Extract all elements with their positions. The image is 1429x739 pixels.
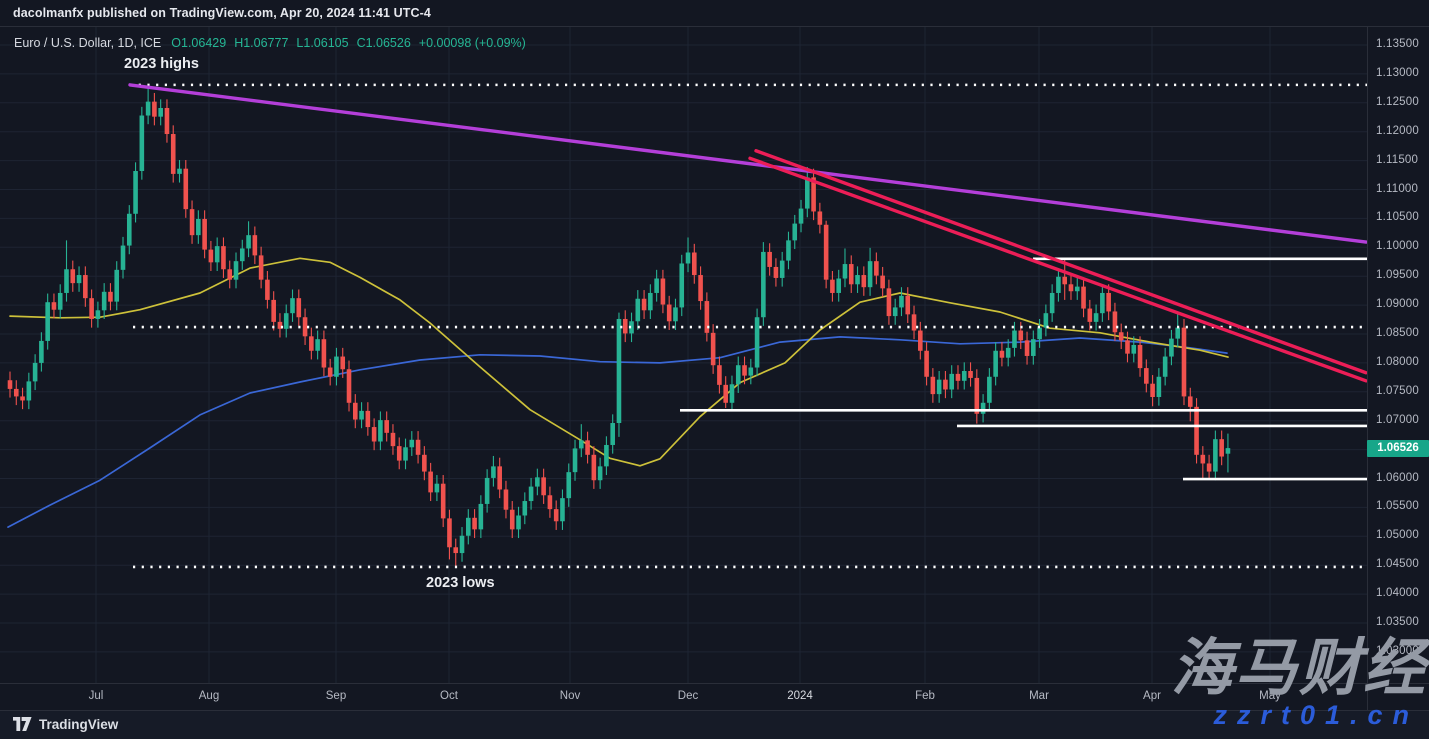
ohlc-low: L1.06105 [296,36,349,50]
ohlc-high: H1.06777 [234,36,289,50]
price-tick-label: 1.10000 [1376,240,1419,253]
dotted-lines-layer [130,83,1367,569]
price-tick-label: 1.05000 [1376,529,1419,542]
tradingview-link[interactable]: TradingView [13,717,118,732]
time-tick-label: 2024 [787,690,813,702]
price-tick-label: 1.10500 [1376,211,1419,224]
ohlc-open: O1.06429 [171,36,227,50]
change-value: +0.00098 (+0.09%) [418,36,526,50]
ma-yellow-line[interactable] [9,257,1229,467]
price-tick-label: 1.03500 [1376,616,1419,628]
time-tick-label: Apr [1143,690,1161,702]
publish-info-text: dacolmanfx published on TradingView.com,… [13,6,431,20]
tradingview-logo-icon [13,717,32,731]
grid-layer [0,27,1367,683]
tradingview-brand-text: TradingView [39,717,119,732]
price-tick-label: 1.13000 [1376,66,1419,79]
ohlc-close: C1.06526 [356,36,411,50]
time-tick-label: Feb [915,690,935,702]
last-price-label: 1.06526 [1367,439,1429,457]
time-tick-label: Nov [559,690,581,702]
price-tick-label: 1.09500 [1376,269,1419,282]
red-channel-upper[interactable] [754,149,1368,375]
time-tick-label: Aug [198,690,220,702]
price-tick-label: 1.11000 [1376,182,1419,195]
price-tick-label: 1.07000 [1376,413,1419,426]
price-tick-label: 1.03000 [1376,644,1419,657]
price-tick-label: 1.08000 [1376,355,1419,368]
symbol-title[interactable]: Euro / U.S. Dollar, 1D, ICE [14,36,162,50]
price-tick-label: 1.13500 [1376,38,1419,50]
price-tick-label: 1.12500 [1376,95,1419,108]
annotation-2023-highs[interactable]: 2023 highs [124,56,199,72]
footer-bar: TradingView [0,710,1429,739]
price-tick-label: 1.12000 [1376,124,1419,137]
time-axis[interactable]: Jul Aug Sep Oct Nov Dec 2024 Feb Mar Apr May [0,684,1367,710]
price-tick-label: 1.04000 [1376,587,1419,600]
candles-layer [7,87,1231,567]
time-tick-label: Oct [440,690,458,702]
watermark-chinese: 海马财经 [1170,634,1427,703]
price-tick-label: 1.04500 [1376,558,1419,571]
purple-downtrend[interactable] [128,83,1368,244]
time-tick-label: Dec [677,690,699,702]
red-channel-lower[interactable] [748,156,1368,383]
time-tick-label: Jul [88,690,104,702]
chart-legend[interactable]: Euro / U.S. Dollar, 1D, ICE O1.06429 H1.06… [14,36,534,50]
price-tick-label: 1.08500 [1376,327,1419,339]
price-tick-label: 1.07500 [1376,384,1419,397]
publish-header-bar: dacolmanfx published on TradingView.com,… [0,0,1429,27]
watermark-url: zzrt01.cn [1213,700,1419,730]
time-tick-label: Sep [325,690,347,702]
price-axis[interactable]: 1.13500 1.13000 1.12500 1.12000 1.11500 1.110… [1368,27,1429,683]
price-tick-label: 1.09000 [1376,298,1419,311]
annotation-2023-lows[interactable]: 2023 lows [426,575,495,591]
price-tick-label: 1.11500 [1376,153,1419,166]
price-tick-label: 1.06000 [1376,471,1419,484]
horizontal-lines-layer [680,257,1367,481]
time-tick-label: Mar [1029,690,1049,702]
time-tick-label: May [1259,690,1281,702]
price-tick-label: 1.05500 [1376,500,1419,513]
